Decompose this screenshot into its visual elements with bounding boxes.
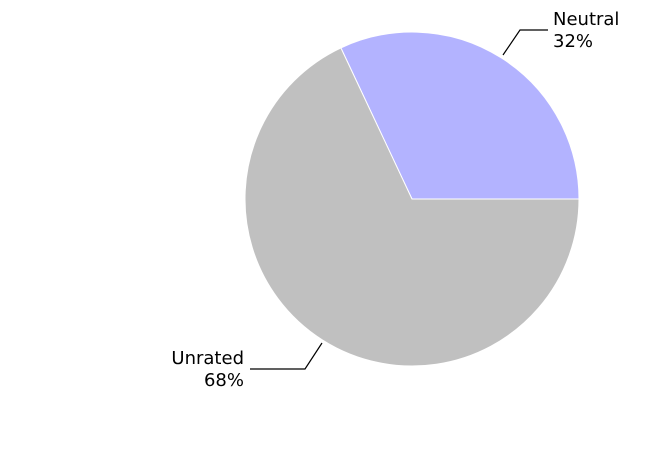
pie-slice-neutral: [340, 31, 580, 200]
leader-line-unrated: [250, 342, 323, 370]
leader-line-neutral: [502, 29, 548, 56]
slice-label-neutral: Neutral: [553, 9, 619, 30]
pie-slices: [244, 31, 580, 367]
slice-label-unrated: Unrated: [171, 348, 244, 369]
slice-percent-unrated: 68%: [204, 370, 244, 391]
slice-percent-neutral: 32%: [553, 31, 593, 52]
pie-slice-unrated: [244, 47, 580, 367]
